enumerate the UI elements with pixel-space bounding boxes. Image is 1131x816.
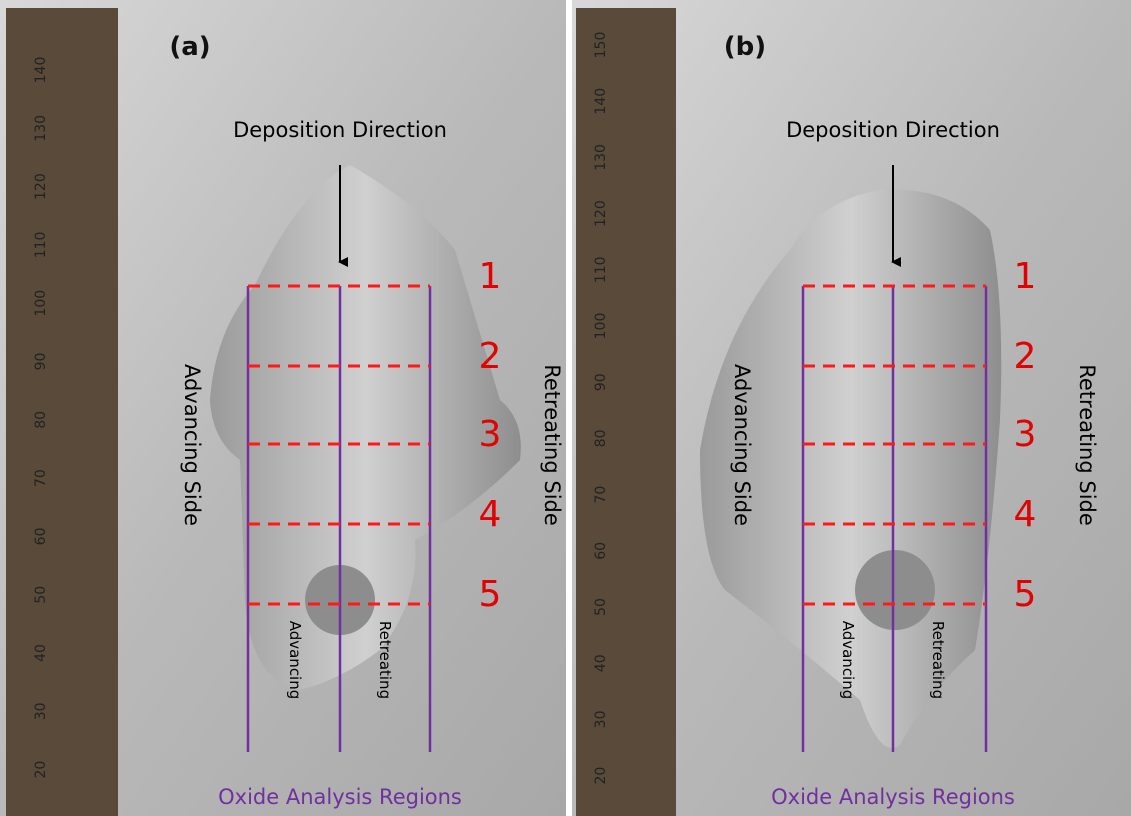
region-number: 5 <box>1014 574 1037 615</box>
ruler-label: 60 <box>33 527 49 545</box>
figure: 1401301201101009080706050403020(a)Deposi… <box>0 0 1131 816</box>
ruler-label: 120 <box>593 200 609 227</box>
region-number: 3 <box>479 414 502 455</box>
ruler-label: 50 <box>33 586 49 604</box>
ruler-label: 70 <box>33 469 49 487</box>
ruler-label: 80 <box>33 411 49 429</box>
ruler-label: 140 <box>33 57 49 84</box>
caption: Oxide Analysis Regions <box>218 785 462 809</box>
ruler-label: 80 <box>593 429 609 447</box>
ruler-label: 110 <box>593 256 609 283</box>
ruler-label: 150 <box>593 32 609 59</box>
ruler-label: 20 <box>593 767 609 785</box>
ruler-label: 30 <box>33 702 49 720</box>
exit-hole <box>855 550 935 630</box>
ruler-label: 110 <box>33 232 49 259</box>
ruler-label: 50 <box>593 598 609 616</box>
ruler-label: 60 <box>593 542 609 560</box>
region-number: 1 <box>479 256 502 297</box>
side-label: Advancing Side <box>730 364 754 526</box>
region-number: 1 <box>1014 256 1037 297</box>
side-label: Retreating Side <box>540 364 564 526</box>
direction-label: Deposition Direction <box>786 118 1000 142</box>
region-number: 4 <box>1014 494 1037 535</box>
ruler-label: 120 <box>33 173 49 200</box>
side-label: Retreating Side <box>1075 364 1099 526</box>
region-number: 2 <box>479 336 502 377</box>
ruler-label: 40 <box>593 654 609 672</box>
sub-label: Advancing <box>839 621 857 700</box>
ruler <box>576 8 676 816</box>
panel-label: (a) <box>169 32 210 62</box>
ruler-label: 20 <box>33 761 49 779</box>
direction-label: Deposition Direction <box>233 118 447 142</box>
ruler-label: 70 <box>593 486 609 504</box>
ruler-label: 90 <box>33 353 49 371</box>
ruler-label: 130 <box>33 115 49 142</box>
ruler-label: 100 <box>593 313 609 340</box>
sub-label: Advancing <box>286 621 304 700</box>
ruler-label: 30 <box>593 710 609 728</box>
region-number: 4 <box>479 494 502 535</box>
region-number: 5 <box>479 574 502 615</box>
region-number: 3 <box>1014 414 1037 455</box>
ruler-label: 140 <box>593 88 609 115</box>
ruler-label: 40 <box>33 644 49 662</box>
ruler-label: 100 <box>33 290 49 317</box>
panel-label: (b) <box>724 32 766 62</box>
ruler <box>6 8 118 816</box>
side-label: Advancing Side <box>180 364 204 526</box>
region-number: 2 <box>1014 336 1037 377</box>
ruler-label: 130 <box>593 144 609 171</box>
ruler-label: 90 <box>593 373 609 391</box>
sub-label: Retreating <box>929 621 947 699</box>
sub-label: Retreating <box>376 621 394 699</box>
caption: Oxide Analysis Regions <box>771 785 1015 809</box>
